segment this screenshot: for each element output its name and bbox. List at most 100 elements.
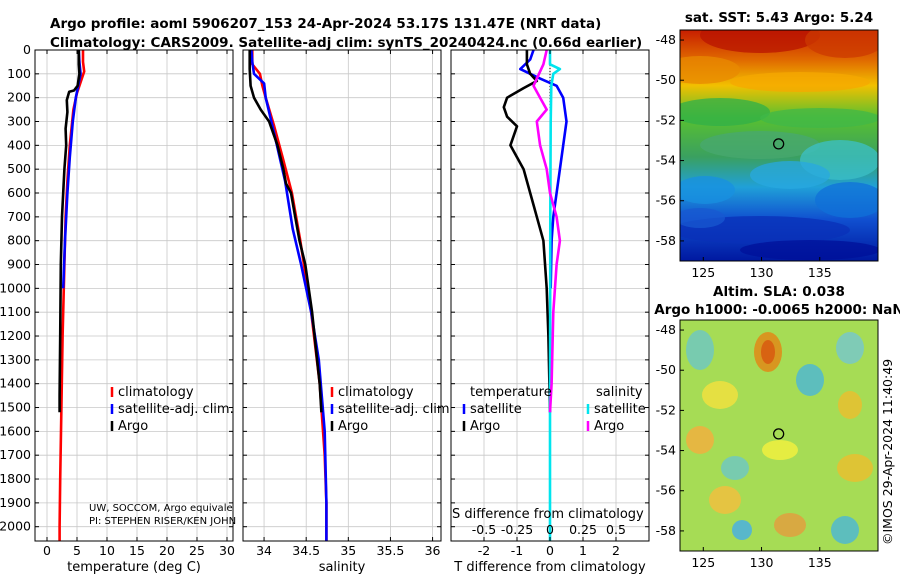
salinity-axes-box	[242, 49, 442, 542]
map-xtick-label: 135	[808, 265, 832, 280]
series-line-satellite-adj-clim-	[250, 49, 328, 541]
xtick-label: 15	[129, 543, 145, 558]
salinity-lines	[248, 49, 328, 541]
xtick-label: 0	[43, 543, 51, 558]
ytick-label: 2000	[0, 519, 31, 534]
sst-field-patch	[740, 240, 878, 260]
map-xtick-label: 125	[691, 555, 715, 570]
ytick-label: 900	[7, 257, 31, 272]
sst-field-patch	[760, 108, 878, 128]
sst-field-patch	[815, 182, 878, 218]
sla-map-title-1: Altim. SLA: 0.038	[713, 284, 845, 300]
sla-field-patch	[774, 513, 806, 537]
xtick-label: 5	[73, 543, 81, 558]
legend-title-temperature: temperature	[470, 385, 552, 400]
sla-field-patch	[796, 364, 824, 396]
sst-argo-location-marker	[773, 138, 785, 150]
map-ytick-label: -56	[656, 193, 676, 208]
temperature-plot-area	[35, 50, 233, 541]
ytick-label: 1400	[0, 376, 31, 391]
xtick-label: 34	[256, 543, 272, 558]
ytick-label: 1500	[0, 400, 31, 415]
sst-field-features	[680, 30, 878, 260]
header-line-1: Argo profile: aoml 5906207_153 24-Apr-20…	[50, 16, 601, 32]
ytick-label: 0	[23, 42, 31, 57]
ytick-label: 1600	[0, 423, 31, 438]
map-ytick-label: -56	[656, 483, 676, 498]
legend-label-satellite: satellite-adj. clim.	[118, 402, 234, 417]
ytick-label: 1300	[0, 352, 31, 367]
difference-ticks: -2 -1 0 1 2 -0.5 -0.25 0 0.25 0.5	[451, 49, 649, 558]
xtick-label: 34.5	[292, 543, 320, 558]
salinity-legend: climatology satellite-adj. clim. Argo	[330, 385, 454, 434]
ytick-label: 1900	[0, 495, 31, 510]
sla-field-patch	[686, 330, 714, 370]
xtick-label: 36	[425, 543, 441, 558]
map-ytick-label: -54	[656, 153, 676, 168]
sla-field-patch	[702, 381, 738, 409]
sst-field-patch	[730, 72, 870, 92]
difference-legend-temperature: temperature satellite Argo	[462, 385, 552, 434]
temperature-axes-box	[34, 49, 234, 542]
xtick-label-top: 0.5	[606, 522, 626, 537]
legend-label-sal-satellite: satellite	[594, 402, 646, 417]
map-ytick-label: -58	[656, 233, 676, 248]
sst-field-patch	[680, 216, 850, 244]
pi-note-1: UW, SOCCOM, Argo equivale	[89, 503, 233, 514]
map-ytick-label: -52	[656, 402, 676, 417]
legend-label-argo: Argo	[338, 419, 368, 434]
ytick-label: 1000	[0, 280, 31, 295]
sst-axes-box	[679, 29, 879, 262]
sla-map-title-2: Argo h1000: -0.0065 h2000: NaN	[654, 302, 900, 318]
ytick-label: 1800	[0, 471, 31, 486]
legend-label-argo: Argo	[118, 419, 148, 434]
sst-field-patch	[805, 30, 878, 58]
ytick-label: 1100	[0, 304, 31, 319]
sla-field-patch	[721, 456, 749, 480]
legend-label-climatology: climatology	[338, 385, 414, 400]
temperature-ticks: 0100200300400500600700800900100011001200…	[0, 42, 235, 558]
temperature-panel: 0100200300400500600700800900100011001200…	[0, 42, 236, 575]
xtick-label: 10	[99, 543, 115, 558]
temperature-lines	[58, 49, 86, 541]
map-ytick-label: -48	[656, 32, 676, 47]
legend-title-salinity: salinity	[596, 385, 643, 400]
series-line-argo	[58, 50, 81, 413]
sla-argo-location-marker	[773, 428, 785, 440]
sst-ticks: 125 130 135 -48 -50 -52 -54 -56 -58	[656, 32, 832, 280]
difference-xlabel: T difference from climatology	[453, 560, 646, 575]
sst-field-patch	[700, 30, 820, 53]
sla-heatmap	[680, 320, 878, 551]
difference-legend-salinity: salinity satellite Argo	[586, 385, 646, 434]
sst-field-patch	[680, 56, 740, 84]
sla-field-patch	[732, 520, 752, 540]
sla-field-patch	[831, 516, 859, 544]
legend-label-sal-argo: Argo	[594, 419, 624, 434]
xtick-label: 2	[612, 543, 620, 558]
sla-map-panel: Altim. SLA: 0.038 Argo h1000: -0.0065 h2…	[654, 284, 900, 570]
legend-label-satellite: satellite-adj. clim.	[338, 402, 454, 417]
salinity-ticks: 34 34.5 35 35.5 36	[243, 49, 441, 558]
sla-field-patch	[838, 391, 862, 419]
xtick-label-top: 0.25	[569, 522, 597, 537]
xtick-label: 30	[219, 543, 235, 558]
map-ytick-label: -50	[656, 362, 676, 377]
xtick-label: 1	[579, 543, 587, 558]
sst-field-patch	[680, 208, 725, 228]
header-line-2: Climatology: CARS2009. Satellite-adj cli…	[50, 35, 642, 51]
map-xtick-label: 130	[750, 265, 774, 280]
series-line-argo	[248, 50, 323, 413]
sla-field-patch	[837, 454, 873, 482]
sst-map-title: sat. SST: 5.43 Argo: 5.24	[685, 10, 873, 26]
xtick-label-top: -0.25	[501, 522, 533, 537]
xtick-label: -2	[478, 543, 490, 558]
ytick-label: 400	[7, 137, 31, 152]
map-ytick-label: -54	[656, 443, 676, 458]
xtick-label: -1	[511, 543, 523, 558]
xtick-label: 20	[159, 543, 175, 558]
map-xtick-label: 125	[691, 265, 715, 280]
ytick-label: 100	[7, 66, 31, 81]
temperature-legend: climatology satellite-adj. clim. Argo	[110, 385, 234, 434]
sla-field-features	[686, 330, 873, 544]
